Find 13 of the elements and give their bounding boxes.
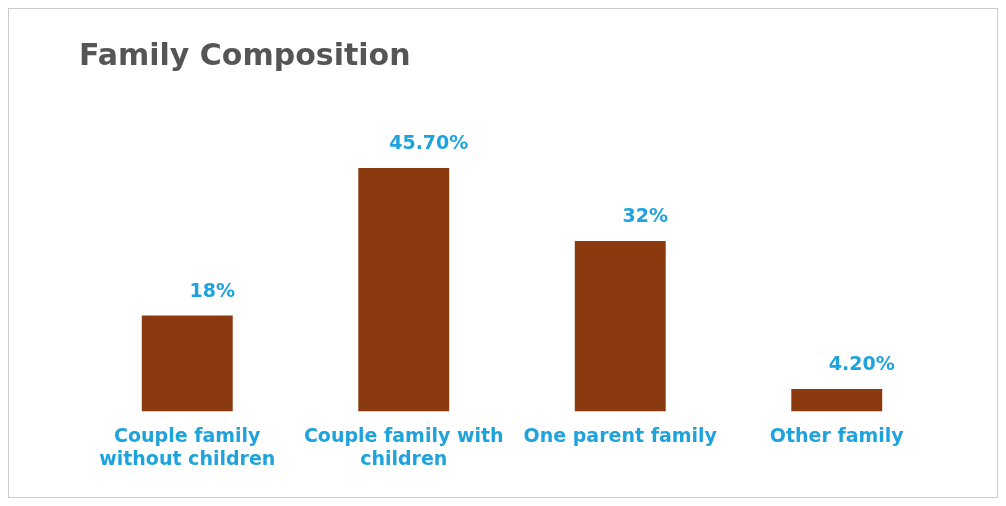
bar — [574, 240, 666, 412]
data-label: 32% — [622, 204, 668, 227]
data-label: 4.20% — [828, 352, 895, 375]
data-label: 18% — [189, 278, 235, 301]
bar — [358, 167, 450, 412]
x-tick-label: One parent family — [523, 423, 718, 446]
data-label: 45.70% — [389, 131, 469, 154]
bar — [791, 389, 883, 412]
x-tick-label: Couple family without children — [99, 423, 276, 469]
chart-title: Family Composition — [79, 36, 411, 72]
x-tick-label: Couple family with children — [303, 423, 504, 469]
x-tick-label: Other family — [769, 423, 905, 446]
bar — [141, 315, 233, 412]
